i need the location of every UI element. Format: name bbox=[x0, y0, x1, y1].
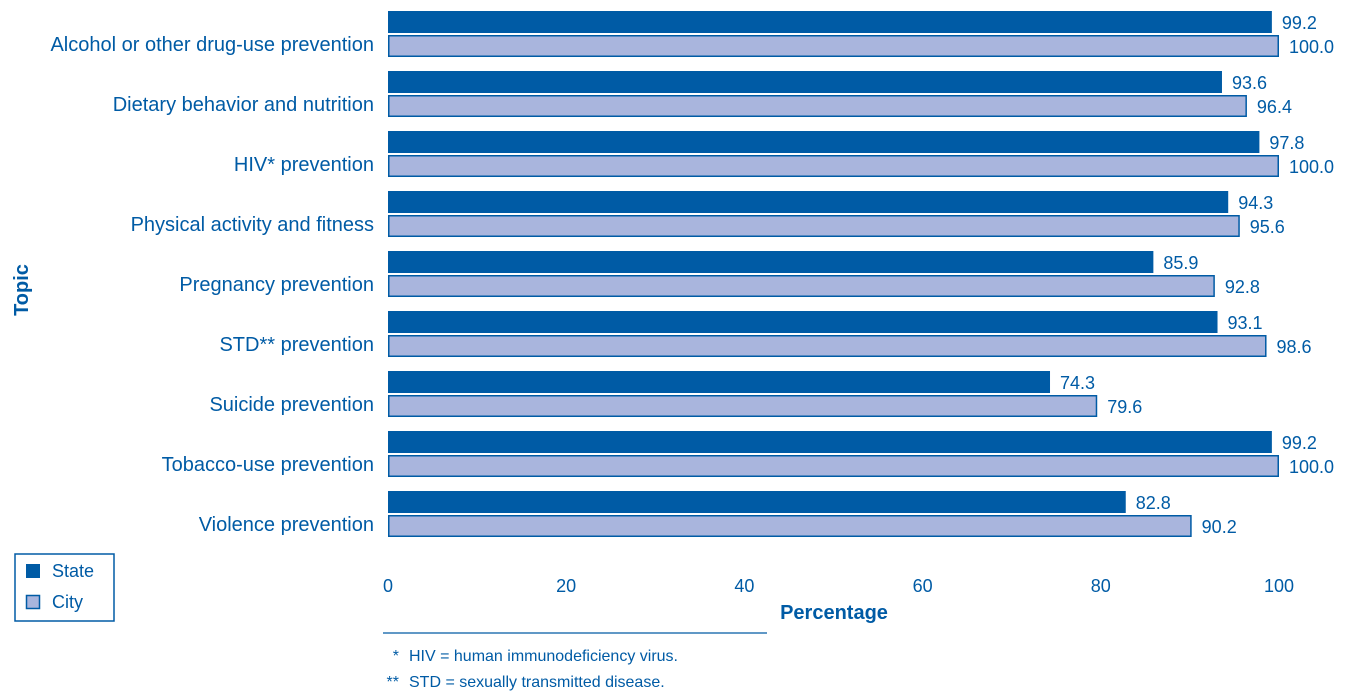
x-tick-label: 80 bbox=[1091, 576, 1111, 596]
category-label: HIV* prevention bbox=[234, 154, 374, 176]
category-label: Dietary behavior and nutrition bbox=[113, 94, 374, 116]
category-label: Physical activity and fitness bbox=[131, 214, 374, 236]
bar-city bbox=[388, 335, 1267, 357]
axis-layer: Topic Percentage 0 20 40 60 80 100 bbox=[11, 264, 1294, 624]
data-label-city: 92.8 bbox=[1225, 277, 1260, 297]
data-label-city: 90.2 bbox=[1202, 517, 1237, 537]
bar-city bbox=[388, 395, 1098, 417]
bar-city bbox=[388, 515, 1192, 537]
data-label-state: 99.2 bbox=[1282, 433, 1317, 453]
bar-state bbox=[388, 371, 1051, 393]
category-label: Pregnancy prevention bbox=[179, 274, 374, 296]
category-label: Alcohol or other drug-use prevention bbox=[50, 34, 374, 56]
data-label-state: 97.8 bbox=[1269, 133, 1304, 153]
data-label-city: 79.6 bbox=[1107, 397, 1142, 417]
legend-border bbox=[14, 553, 115, 622]
data-label-state: 93.6 bbox=[1232, 73, 1267, 93]
data-label-state: 85.9 bbox=[1163, 253, 1198, 273]
category-label: STD** prevention bbox=[219, 334, 374, 356]
bar-city bbox=[388, 155, 1279, 177]
bar-city bbox=[388, 35, 1279, 57]
data-label-city: 100.0 bbox=[1289, 457, 1334, 477]
bar-state bbox=[388, 251, 1154, 273]
bar-state bbox=[388, 491, 1126, 513]
bar-city bbox=[388, 455, 1279, 477]
bar-state bbox=[388, 431, 1272, 453]
data-label-city: 100.0 bbox=[1289, 157, 1334, 177]
legend-label-state: State bbox=[52, 561, 94, 581]
data-label-city: 98.6 bbox=[1277, 337, 1312, 357]
labels-layer: Alcohol or other drug-use prevention 99.2… bbox=[50, 13, 1334, 537]
x-tick-label: 100 bbox=[1264, 576, 1294, 596]
footnote-text-hiv: HIV = human immunodeficiency virus. bbox=[409, 648, 678, 665]
bar-state bbox=[388, 131, 1260, 153]
footnote-marker-std: ** bbox=[387, 674, 399, 691]
bar-city bbox=[388, 215, 1240, 237]
bar-city bbox=[388, 275, 1215, 297]
bar-state bbox=[388, 191, 1229, 213]
category-label: Violence prevention bbox=[199, 514, 374, 536]
x-tick-label: 40 bbox=[734, 576, 754, 596]
footnote-text-std: STD = sexually transmitted disease. bbox=[409, 674, 665, 691]
bar-state bbox=[388, 11, 1272, 33]
data-label-city: 100.0 bbox=[1289, 37, 1334, 57]
category-label: Tobacco-use prevention bbox=[162, 454, 374, 476]
legend-swatch-state bbox=[26, 564, 40, 578]
legend-swatch-city bbox=[25, 594, 41, 610]
data-label-city: 96.4 bbox=[1257, 97, 1292, 117]
bars-layer bbox=[388, 11, 1279, 537]
bar-state bbox=[388, 71, 1222, 93]
footnotes: * HIV = human immunodeficiency virus. **… bbox=[383, 632, 767, 691]
bar-city bbox=[388, 95, 1247, 117]
y-axis-title: Topic bbox=[11, 264, 33, 316]
data-label-state: 82.8 bbox=[1136, 493, 1171, 513]
legend-label-city: City bbox=[52, 592, 83, 612]
category-label: Suicide prevention bbox=[209, 394, 374, 416]
bar-state bbox=[388, 311, 1218, 333]
data-label-state: 99.2 bbox=[1282, 13, 1317, 33]
x-axis-title: Percentage bbox=[780, 602, 888, 624]
x-tick-label: 0 bbox=[383, 576, 393, 596]
data-label-city: 95.6 bbox=[1250, 217, 1285, 237]
data-label-state: 94.3 bbox=[1238, 193, 1273, 213]
data-label-state: 74.3 bbox=[1060, 373, 1095, 393]
footnote-marker-hiv: * bbox=[393, 648, 399, 665]
data-label-state: 93.1 bbox=[1228, 313, 1263, 333]
x-tick-label: 20 bbox=[556, 576, 576, 596]
legend: State City bbox=[14, 553, 115, 622]
x-tick-label: 60 bbox=[913, 576, 933, 596]
